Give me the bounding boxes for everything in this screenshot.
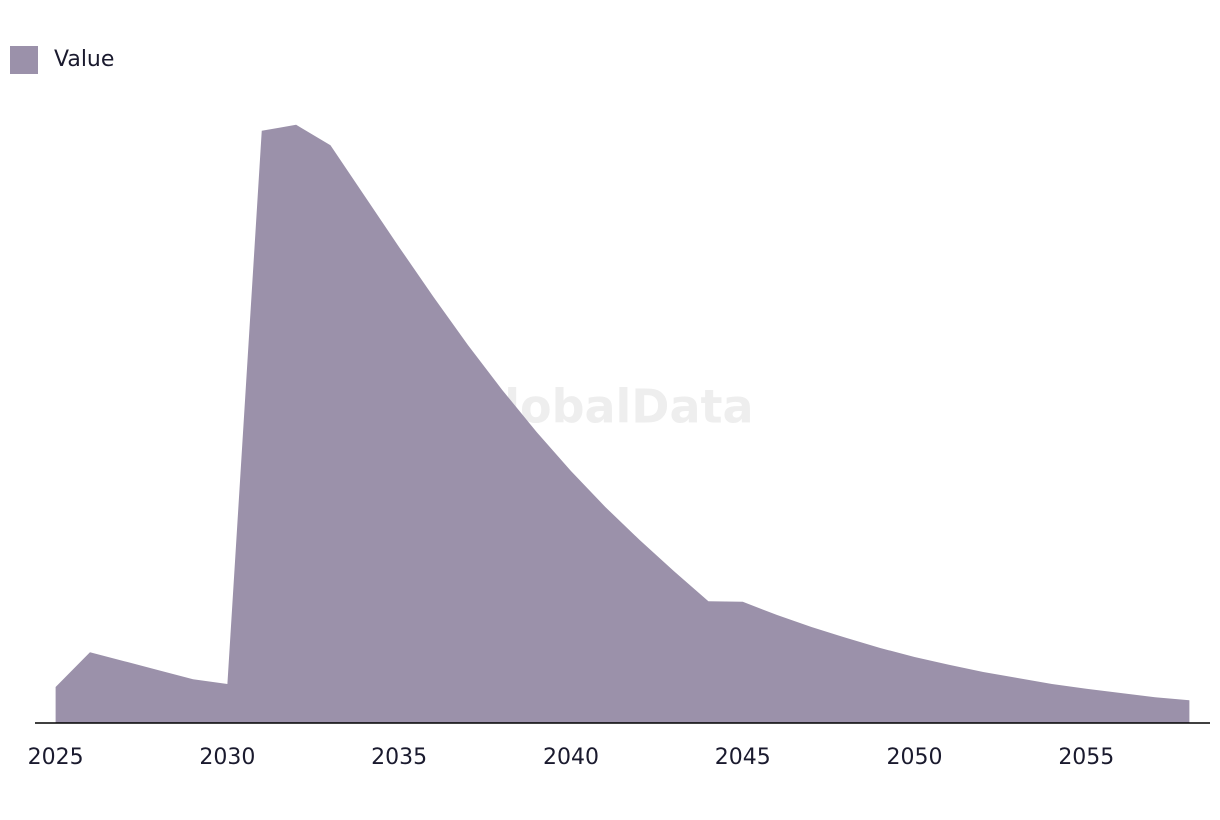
x-tick-label: 2040: [543, 745, 599, 770]
x-tick-label: 2030: [199, 745, 255, 770]
x-tick-label: 2045: [715, 745, 771, 770]
legend-label: Value: [54, 47, 114, 72]
x-tick-label: 2050: [887, 745, 943, 770]
x-tick-label: 2035: [371, 745, 427, 770]
x-tick-label: 2055: [1058, 745, 1114, 770]
legend-swatch: [10, 46, 38, 74]
x-tick-label: 2025: [28, 745, 84, 770]
area: [55, 124, 1190, 724]
